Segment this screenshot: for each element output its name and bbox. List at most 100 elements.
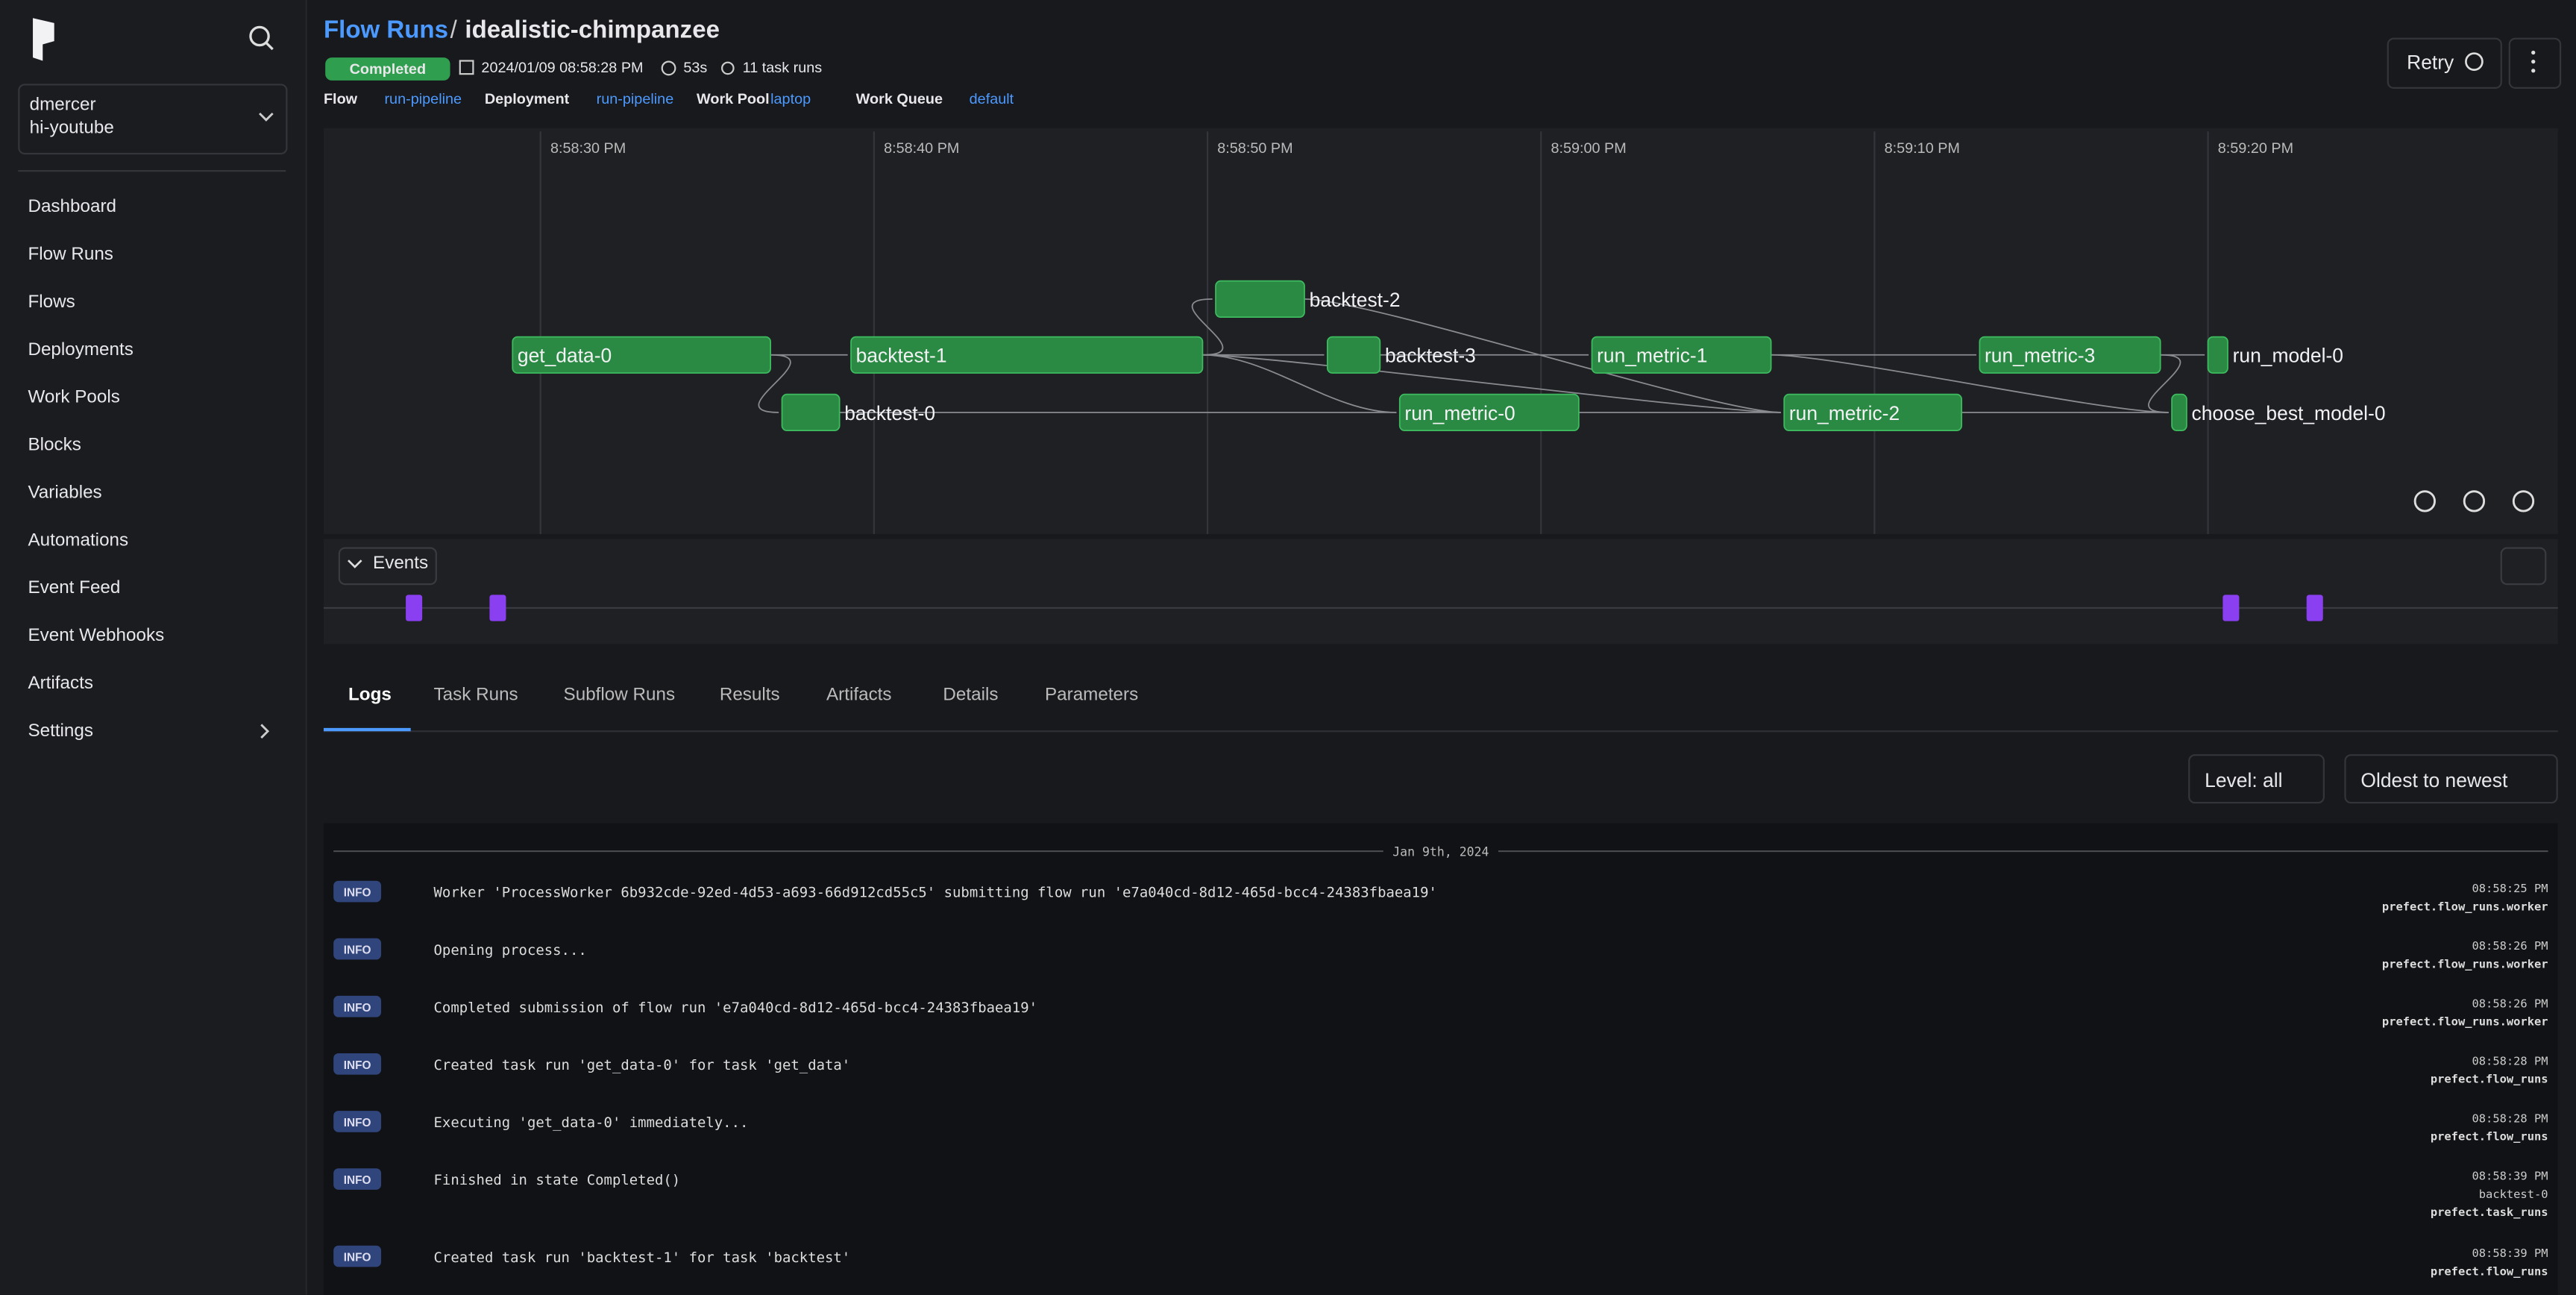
- nav-link[interactable]: Dashboard: [28, 197, 117, 217]
- task-node-label: backtest-3: [1385, 345, 1476, 367]
- logo: [33, 18, 54, 61]
- nav-link[interactable]: Artifacts: [28, 674, 93, 694]
- task-node: [1326, 336, 1381, 374]
- log-date: Jan 9th, 2024: [1392, 845, 1489, 859]
- time-label: 8:59:00 PM: [1551, 140, 1626, 157]
- retry-label: Retry: [2407, 51, 2454, 75]
- edge: [1771, 354, 2169, 413]
- edge: [1202, 354, 1397, 413]
- tab[interactable]: Artifacts: [826, 685, 892, 706]
- level-badge: [333, 1053, 382, 1075]
- tab[interactable]: Details: [943, 685, 999, 706]
- task-node: [1215, 280, 1305, 319]
- page-title: idealistic-chimpanzee: [465, 16, 720, 45]
- graph-control: [2413, 490, 2436, 512]
- clock-icon: [661, 60, 676, 76]
- nav-link[interactable]: Flow Runs: [28, 245, 113, 265]
- log-logger: prefect.flow_runs: [2431, 1264, 2548, 1278]
- nav-link[interactable]: Automations: [28, 530, 129, 551]
- task-node: [512, 336, 771, 374]
- task-node-label: run_metric-1: [1597, 345, 1707, 367]
- account-name: dmercer: [29, 95, 96, 116]
- log-message: Created task run 'get_data-0' for task '…: [434, 1057, 851, 1073]
- log-logger: prefect.flow_runs: [2431, 1130, 2548, 1144]
- events-panel: [323, 539, 2558, 645]
- graph-panel: [323, 128, 2558, 534]
- nav-link[interactable]: Variables: [28, 483, 102, 504]
- graph-control: [2512, 490, 2535, 512]
- order-select[interactable]: Oldest to newest: [2344, 754, 2558, 804]
- nav-link[interactable]: Settings: [28, 721, 94, 741]
- level-select[interactable]: Level: all: [2188, 754, 2325, 804]
- time-label: 8:58:30 PM: [550, 140, 626, 157]
- duration: 53s: [683, 59, 708, 76]
- tab[interactable]: Results: [719, 685, 780, 706]
- task-node-label: run_model-0: [2233, 345, 2343, 367]
- log-logger: prefect.flow_runs.worker: [2382, 900, 2548, 913]
- task-node: [1591, 336, 1772, 374]
- time-label: 8:59:20 PM: [2218, 140, 2293, 157]
- log-logger: prefect.flow_runs.worker: [2382, 1015, 2548, 1029]
- log-time: 08:58:26 PM: [2472, 939, 2548, 953]
- task-node: [850, 336, 1204, 374]
- meta-link[interactable]: laptop: [770, 90, 811, 107]
- more-icon: [2531, 50, 2536, 55]
- level-badge: [333, 1111, 382, 1132]
- events-toggle[interactable]: [338, 547, 437, 586]
- nav-link[interactable]: Work Pools: [28, 387, 120, 408]
- task-node-label: backtest-2: [1310, 289, 1401, 311]
- edge: [2148, 354, 2181, 413]
- log-message: Created task run 'backtest-1' for task '…: [434, 1249, 851, 1266]
- level-badge: [333, 1245, 382, 1267]
- log-level: INFO: [344, 944, 371, 957]
- more-icon: [2531, 59, 2536, 64]
- meta-link[interactable]: run-pipeline: [596, 90, 674, 107]
- start-time: 2024/01/09 08:58:28 PM: [481, 59, 644, 76]
- meta-link[interactable]: run-pipeline: [384, 90, 462, 107]
- nav-link[interactable]: Blocks: [28, 435, 81, 456]
- task-node-label: get_data-0: [518, 345, 612, 367]
- edge: [1191, 298, 1224, 356]
- log-level: INFO: [344, 1059, 371, 1072]
- search-icon: [249, 25, 270, 47]
- ai-button[interactable]: [2500, 547, 2547, 586]
- chevron: [260, 724, 270, 739]
- task-node: [2171, 393, 2187, 432]
- log-time: 08:58:28 PM: [2472, 1054, 2548, 1067]
- chevron: [259, 112, 274, 122]
- nav-link[interactable]: Event Feed: [28, 578, 121, 598]
- nav-link[interactable]: Deployments: [28, 339, 133, 360]
- breadcrumb-link[interactable]: Flow Runs: [323, 16, 448, 45]
- meta-label: Deployment: [484, 90, 570, 107]
- tab[interactable]: Task Runs: [433, 685, 518, 706]
- time-label: 8:58:50 PM: [1217, 140, 1292, 157]
- log-level: INFO: [344, 1174, 371, 1187]
- log-message: Completed submission of flow run 'e7a040…: [434, 1000, 1038, 1016]
- nav-link[interactable]: Event Webhooks: [28, 626, 165, 646]
- time-label: 8:59:10 PM: [1885, 140, 1960, 157]
- meta-link[interactable]: default: [969, 90, 1014, 107]
- level-badge: [333, 938, 382, 960]
- calendar-icon: [459, 60, 474, 75]
- logs-panel: [323, 823, 2558, 1295]
- breadcrumb-separator: /: [450, 16, 457, 45]
- log-message: Finished in state Completed(): [434, 1172, 681, 1188]
- nav-link[interactable]: Flows: [28, 292, 75, 313]
- more-button[interactable]: [2508, 37, 2562, 89]
- log-task: backtest-0: [2479, 1188, 2548, 1201]
- search-icon: [265, 42, 274, 51]
- task-run-count: 11 task runs: [742, 59, 823, 76]
- tab[interactable]: Parameters: [1044, 685, 1139, 706]
- level-badge: [333, 995, 382, 1018]
- workspace-switcher[interactable]: [18, 84, 288, 155]
- log-time: 08:58:28 PM: [2472, 1112, 2548, 1126]
- log-message: Executing 'get_data-0' immediately...: [434, 1114, 749, 1131]
- level-badge: [333, 1168, 382, 1190]
- edge: [758, 354, 791, 413]
- more-icon: [2531, 69, 2536, 73]
- retry-icon: [2465, 52, 2484, 71]
- retry-button[interactable]: [2387, 37, 2502, 89]
- tab[interactable]: Logs: [348, 685, 392, 706]
- tab[interactable]: Subflow Runs: [563, 685, 676, 706]
